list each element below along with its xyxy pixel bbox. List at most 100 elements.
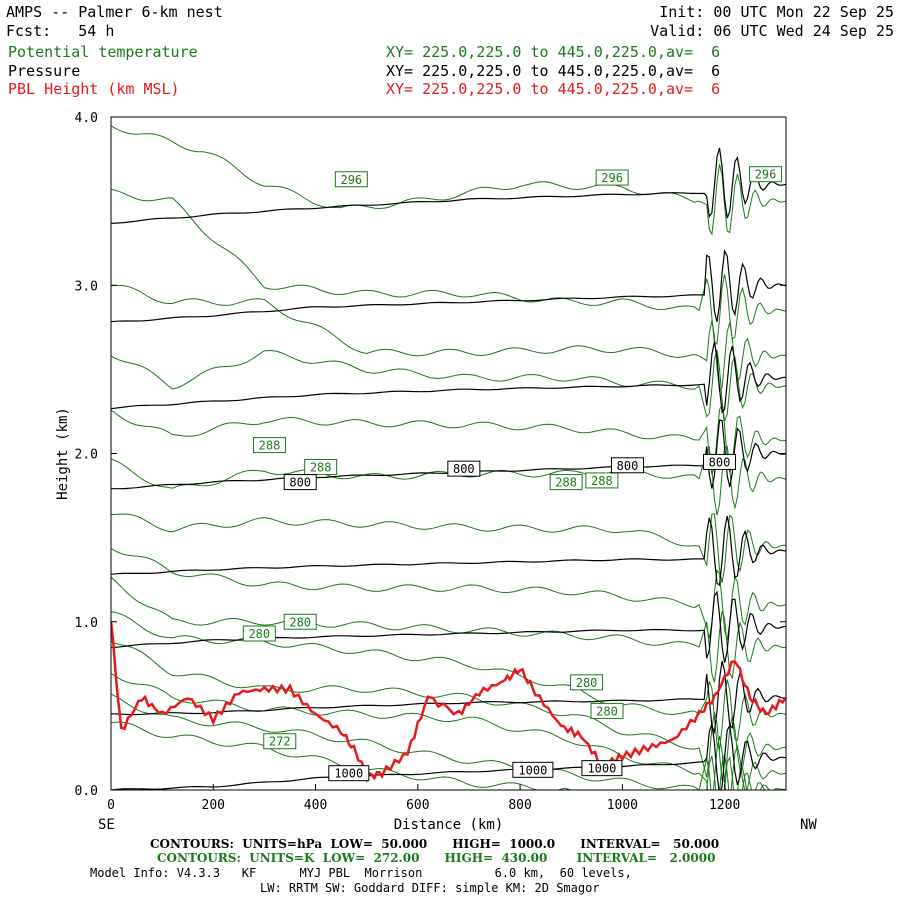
theta-label-box: [570, 674, 604, 691]
pressure-label-box: [610, 457, 644, 474]
theta-label: 296: [749, 166, 783, 183]
xy-pbl: XY= 225.0,225.0 to 445.0,225.0,av= 6: [386, 80, 721, 98]
pressure-label: 800: [610, 457, 644, 474]
pressure-label: 1000: [512, 761, 554, 778]
theta-label-box: [590, 702, 624, 719]
legend-theta: Potential temperature: [8, 43, 198, 61]
theta-label: 296: [334, 171, 368, 188]
theta-label-box: [253, 437, 287, 454]
footer-model-info: Model Info: V4.3.3 KF MYJ PBL Morrison 6…: [90, 866, 632, 880]
y-tick-label: 4.0: [75, 111, 98, 126]
pressure-contour-700: [111, 248, 786, 323]
pressure-contour-800: [111, 419, 786, 490]
footer-physics: LW: RRTM SW: Goddard DIFF: simple KM: 2D…: [260, 881, 600, 895]
theta-contour-292: [111, 349, 786, 422]
theta-label-text: 280: [576, 676, 598, 690]
chart-title: AMPS -- Palmer 6-km nest: [6, 3, 223, 21]
theta-label-text: 296: [755, 168, 777, 182]
pressure-label-box: [283, 474, 317, 491]
theta-contour-286: [111, 513, 786, 583]
theta-label-text: 288: [555, 476, 577, 490]
pressure-contour-900: [111, 590, 786, 663]
x-tick-label: 1000: [607, 798, 638, 813]
left-end-label: SE: [98, 817, 115, 833]
pressure-label-text: 1000: [518, 763, 547, 777]
theta-label-box: [749, 166, 783, 183]
pressure-label-text: 800: [709, 455, 731, 469]
x-tick-label: 600: [406, 798, 429, 813]
theta-label-box: [242, 625, 276, 642]
pressure-contour-750: [111, 341, 786, 414]
theta-label-box: [549, 474, 583, 491]
theta-label: 280: [242, 625, 276, 642]
theta-label-text: 280: [248, 627, 270, 641]
theta-label-text: 288: [310, 460, 332, 474]
xy-pressure: XY= 225.0,225.0 to 445.0,225.0,av= 6: [386, 62, 721, 80]
theta-contour-280: [111, 611, 786, 752]
pressure-label-box: [447, 460, 481, 477]
pressure-label-text: 800: [453, 462, 475, 476]
pressure-label: 1000: [328, 765, 370, 782]
pressure-label-text: 1000: [334, 767, 363, 781]
theta-contour-276: [111, 672, 786, 790]
pressure-label-box: [703, 453, 737, 470]
theta-contour-278: [111, 641, 786, 782]
y-axis-label: Height (km): [55, 407, 71, 500]
theta-label-box: [595, 169, 629, 186]
theta-contour-296: [111, 188, 786, 345]
theta-label: 288: [304, 458, 338, 475]
pressure-label: 800: [283, 474, 317, 491]
theta-label-text: 296: [340, 173, 362, 187]
footer-theta-contours: CONTOURS: UNITS=K LOW= 272.00 HIGH= 430.…: [157, 851, 716, 865]
theta-label: 280: [570, 674, 604, 691]
y-tick-label: 3.0: [75, 279, 98, 294]
theta-label: 280: [590, 702, 624, 719]
theta-label-text: 272: [269, 735, 291, 749]
theta-label-text: 288: [259, 439, 281, 453]
theta-label-box: [304, 458, 338, 475]
theta-contour-272: [111, 721, 786, 790]
theta-label: 296: [595, 169, 629, 186]
theta-label: 288: [549, 474, 583, 491]
theta-label-box: [585, 472, 619, 489]
plot-frame: [110, 116, 787, 791]
theta-label-box: [263, 733, 297, 750]
pressure-label: 1000: [581, 760, 623, 777]
pressure-contour-1000: [111, 723, 786, 790]
pressure-label-text: 800: [289, 476, 311, 490]
y-tick-label: 2.0: [75, 448, 98, 463]
theta-label-text: 296: [601, 171, 623, 185]
pressure-label-box: [581, 760, 623, 777]
pressure-label-text: 800: [617, 459, 639, 473]
y-tick-label: 0.0: [75, 784, 98, 799]
theta-label: 288: [585, 472, 619, 489]
theta-label: 280: [283, 613, 317, 630]
pressure-label-text: 1000: [587, 762, 616, 776]
legend-pbl: PBL Height (km MSL): [8, 80, 180, 98]
pressure-contour-650: [111, 147, 786, 224]
pressure-label-box: [328, 765, 370, 782]
footer-pressure-contours: CONTOURS: UNITS=hPa LOW= 50.000 HIGH= 10…: [150, 837, 720, 851]
theta-contour-282: [111, 576, 786, 683]
theta-contour-298: [111, 125, 786, 236]
pbl-height-line: [111, 621, 786, 783]
theta-label-text: 288: [591, 474, 613, 488]
theta-label-text: 280: [596, 704, 618, 718]
theta-contour-284: [111, 547, 786, 640]
theta-label: 272: [263, 733, 297, 750]
init-time: Init: 00 UTC Mon 22 Sep 25: [659, 3, 894, 21]
theta-label-box: [334, 171, 368, 188]
x-axis-label: Distance (km): [394, 817, 504, 833]
pressure-label: 800: [447, 460, 481, 477]
x-tick-label: 400: [304, 798, 327, 813]
x-tick-label: 0: [107, 798, 115, 813]
theta-label: 288: [253, 437, 287, 454]
x-tick-label: 1200: [709, 798, 740, 813]
pressure-label: 800: [703, 453, 737, 470]
pressure-label-box: [512, 761, 554, 778]
right-end-label: NW: [800, 817, 817, 833]
theta-contour-294: [111, 285, 786, 392]
theta-contour-288: [111, 445, 786, 516]
xy-theta: XY= 225.0,225.0 to 445.0,225.0,av= 6: [386, 43, 721, 61]
